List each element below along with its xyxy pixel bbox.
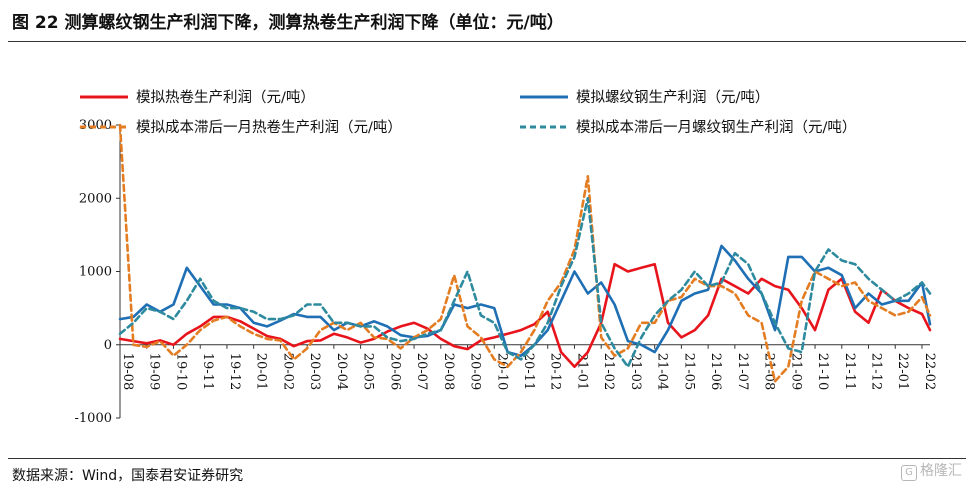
chart-axes: -1000010002000300019-0819-0919-1019-1119… xyxy=(75,118,937,426)
source-note: 数据来源：Wind，国泰君安证券研究 xyxy=(12,468,244,484)
legend-label-1: 模拟热卷生产利润（元/吨） xyxy=(136,89,315,106)
x-tick-label: 19-10 xyxy=(173,353,188,390)
line-chart: -1000010002000300019-0819-0919-1019-1119… xyxy=(75,89,937,426)
x-tick-label: 19-08 xyxy=(120,353,135,390)
watermark-text: 格隆汇 xyxy=(920,463,962,479)
x-tick-label: 22-01 xyxy=(895,353,910,390)
x-tick-label: 21-03 xyxy=(628,353,643,390)
x-tick-label: 20-02 xyxy=(280,353,295,390)
y-tick-label: 0 xyxy=(104,338,112,353)
x-tick-label: 20-10 xyxy=(494,353,509,390)
x-tick-label: 21-07 xyxy=(735,353,750,390)
x-tick-label: 21-08 xyxy=(762,353,777,390)
x-tick-label: 20-07 xyxy=(414,353,429,390)
y-tick-label: 1000 xyxy=(79,265,112,280)
series-line-2 xyxy=(118,244,932,358)
x-tick-label: 20-06 xyxy=(387,353,402,390)
watermark: G 格隆汇 xyxy=(901,460,962,481)
legend-label-3: 模拟成本滞后一月热卷生产利润（元/吨） xyxy=(136,119,402,136)
y-tick-label: -1000 xyxy=(75,411,112,426)
x-tick-label: 20-08 xyxy=(441,353,456,390)
watermark-logo-icon: G xyxy=(901,465,917,481)
x-tick-label: 22-02 xyxy=(922,353,937,390)
legend-label-2: 模拟螺纹钢生产利润（元/吨） xyxy=(576,89,769,106)
x-tick-label: 21-02 xyxy=(601,353,616,390)
x-tick-label: 21-12 xyxy=(869,353,884,390)
chart-legend: 模拟热卷生产利润（元/吨） 模拟螺纹钢生产利润（元/吨） 模拟成本滞后一月热卷生产利… xyxy=(80,89,856,136)
x-tick-label: 20-03 xyxy=(307,353,322,390)
x-tick-label: 19-12 xyxy=(227,353,242,390)
figure-title: 图 22 测算螺纹钢生产利润下降，测算热卷生产利润下降（单位：元/吨） xyxy=(12,13,564,33)
x-tick-label: 21-04 xyxy=(655,353,670,390)
x-tick-label: 20-11 xyxy=(521,353,536,390)
x-tick-label: 20-04 xyxy=(334,353,349,390)
x-tick-label: 21-09 xyxy=(788,353,803,390)
series-line-1 xyxy=(118,262,932,369)
x-tick-label: 20-05 xyxy=(361,353,376,390)
x-tick-label: 21-11 xyxy=(842,353,857,390)
title-divider xyxy=(8,41,966,42)
source-divider xyxy=(8,458,966,459)
x-tick-label: 20-09 xyxy=(468,353,483,390)
x-tick-label: 20-12 xyxy=(548,353,563,390)
series-line-4 xyxy=(118,197,932,369)
x-tick-label: 21-10 xyxy=(815,353,830,390)
y-tick-label: 2000 xyxy=(79,191,112,206)
x-tick-label: 19-11 xyxy=(200,353,215,390)
x-tick-label: 21-05 xyxy=(681,353,696,390)
x-tick-label: 21-06 xyxy=(708,353,723,390)
x-tick-label: 19-09 xyxy=(147,353,162,390)
series-layer xyxy=(118,123,932,383)
series-line-3 xyxy=(118,123,932,383)
legend-label-4: 模拟成本滞后一月螺纹钢生产利润（元/吨） xyxy=(576,119,856,136)
x-tick-label: 20-01 xyxy=(254,353,269,390)
